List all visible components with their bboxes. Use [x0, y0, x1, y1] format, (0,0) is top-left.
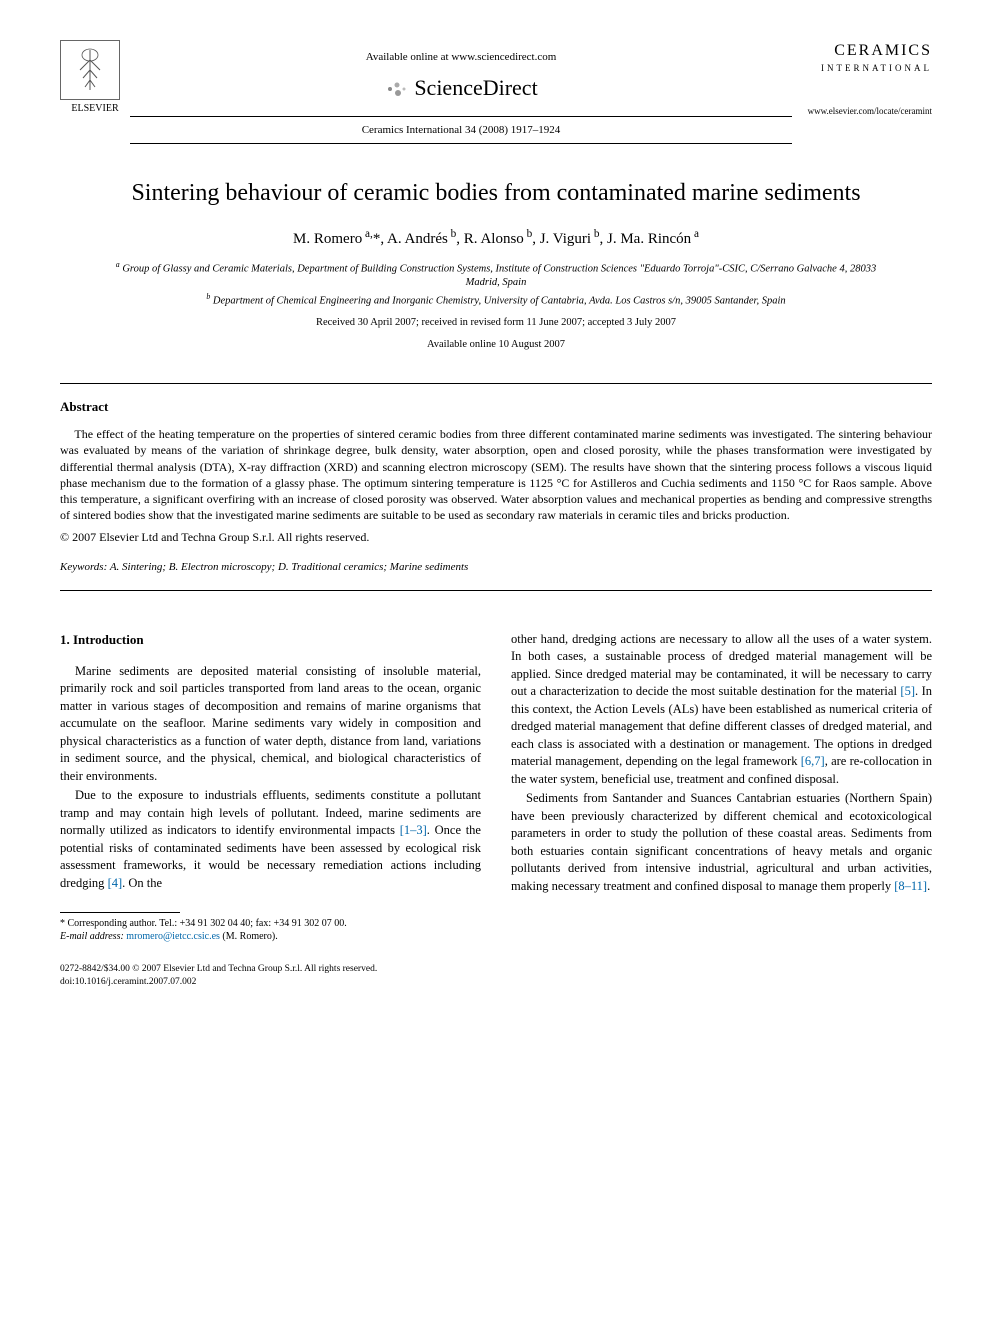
right-column: other hand, dredging actions are necessa… [511, 631, 932, 944]
keywords-label: Keywords: [60, 561, 107, 573]
journal-url: www.elsevier.com/locate/ceramint [792, 105, 932, 118]
left-column: 1. Introduction Marine sediments are dep… [60, 631, 481, 944]
footnote-corresponding: * Corresponding author. Tel.: +34 91 302… [60, 917, 481, 930]
journal-logo-block: CERAMICS INTERNATIONAL www.elsevier.com/… [792, 40, 932, 118]
intro-heading: 1. Introduction [60, 631, 481, 649]
page-footer: 0272-8842/$34.00 © 2007 Elsevier Ltd and… [60, 963, 932, 988]
keywords-text: A. Sintering; B. Electron microscopy; D.… [110, 561, 468, 573]
abstract-rule-bottom [60, 590, 932, 591]
corresponding-author-footnote: * Corresponding author. Tel.: +34 91 302… [60, 917, 481, 943]
article-title: Sintering behaviour of ceramic bodies fr… [100, 178, 892, 209]
abstract-heading: Abstract [60, 398, 932, 416]
affiliation-b-text: Department of Chemical Engineering and I… [213, 295, 786, 306]
intro-p3: other hand, dredging actions are necessa… [511, 631, 932, 789]
intro-p4: Sediments from Santander and Suances Can… [511, 790, 932, 895]
online-date: Available online 10 August 2007 [60, 338, 932, 353]
abstract-copyright: © 2007 Elsevier Ltd and Techna Group S.r… [60, 529, 932, 546]
elsevier-label: ELSEVIER [60, 102, 130, 116]
abstract-rule-top [60, 383, 932, 384]
ref-link-5[interactable]: [5] [900, 684, 915, 698]
affiliation-a-text: Group of Glassy and Ceramic Materials, D… [122, 263, 876, 288]
footnote-email[interactable]: mromero@ietcc.csic.es [126, 931, 220, 942]
header-rule-bottom [130, 143, 792, 144]
affiliation-a: a Group of Glassy and Ceramic Materials,… [100, 260, 892, 290]
ref-link-8-11[interactable]: [8–11] [894, 879, 927, 893]
author-list: M. Romero a,*, A. Andrés b, R. Alonso b,… [60, 227, 932, 250]
intro-p2: Due to the exposure to industrials efflu… [60, 787, 481, 892]
footnote-email-label: E-mail address: [60, 931, 124, 942]
ref-link-1-3[interactable]: [1–3] [400, 823, 427, 837]
body-columns: 1. Introduction Marine sediments are dep… [60, 631, 932, 944]
elsevier-tree-icon [60, 40, 120, 100]
footer-copyright: 0272-8842/$34.00 © 2007 Elsevier Ltd and… [60, 963, 932, 975]
affiliation-b: b Department of Chemical Engineering and… [100, 292, 892, 308]
ref-link-6-7[interactable]: [6,7] [801, 754, 825, 768]
abstract-body: The effect of the heating temperature on… [60, 426, 932, 523]
intro-p4-a: Sediments from Santander and Suances Can… [511, 791, 932, 893]
elsevier-logo: ELSEVIER [60, 40, 130, 116]
publisher-header: ELSEVIER Available online at www.science… [60, 40, 932, 148]
intro-p1: Marine sediments are deposited material … [60, 663, 481, 786]
journal-subname: INTERNATIONAL [792, 62, 932, 75]
header-rule-top [130, 116, 792, 117]
intro-p4-b: . [927, 879, 930, 893]
footnote-email-who: (M. Romero). [222, 931, 277, 942]
footnote-email-line: E-mail address: mromero@ietcc.csic.es (M… [60, 930, 481, 943]
sciencedirect-text: ScienceDirect [414, 73, 537, 104]
footnote-rule [60, 912, 180, 913]
center-header: Available online at www.sciencedirect.co… [130, 40, 792, 148]
intro-p2-c: . On the [122, 876, 162, 890]
received-dates: Received 30 April 2007; received in revi… [60, 316, 932, 331]
footer-doi: doi:10.1016/j.ceramint.2007.07.002 [60, 976, 932, 988]
available-online-text: Available online at www.sciencedirect.co… [130, 50, 792, 65]
sciencedirect-logo: ScienceDirect [130, 73, 792, 104]
journal-reference: Ceramics International 34 (2008) 1917–19… [130, 123, 792, 138]
keywords-line: Keywords: A. Sintering; B. Electron micr… [60, 560, 932, 575]
abstract-section: Abstract The effect of the heating tempe… [60, 398, 932, 576]
ref-link-4[interactable]: [4] [108, 876, 123, 890]
sciencedirect-swirl-icon [384, 77, 408, 101]
intro-p3-a: other hand, dredging actions are necessa… [511, 632, 932, 699]
journal-name: CERAMICS [792, 40, 932, 62]
